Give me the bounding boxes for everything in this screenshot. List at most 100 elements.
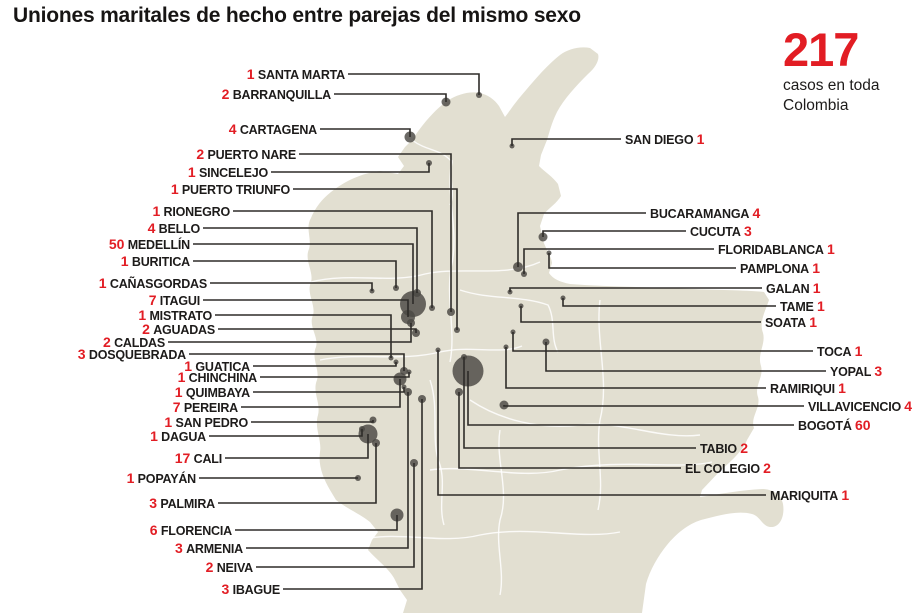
case-count: 1 [177,369,186,385]
city-label: 7 PEREIRA [173,399,238,415]
leader-line [253,362,397,367]
city-label: BOGOTÁ 60 [798,417,871,433]
leader-line [253,387,405,393]
leader-line [512,332,813,352]
city-label: 17 CALI [175,450,222,466]
leader-line [260,372,410,378]
leader-line [520,306,761,323]
city-name: FLORENCIA [160,524,232,538]
city-name: CUCUTA [690,225,741,239]
leader-line [189,353,405,371]
case-count: 3 [743,223,752,239]
leader-line [246,392,409,549]
city-label: 1 QUIMBAYA [175,384,250,400]
case-count: 3 [221,581,230,597]
city-name: RIONEGRO [163,205,231,219]
city-label: 1 BURITICA [121,253,190,269]
case-count: 2 [221,86,230,102]
page-title: Uniones maritales de hecho entre parejas… [13,4,581,27]
total-cases-caption: casos en toda Colombia [783,77,880,115]
city-label: SAN DIEGO 1 [625,131,704,147]
leader-line [193,260,397,288]
case-count: 3 [77,346,86,362]
city-name: CALDAS [114,336,165,350]
case-count: 1 [174,384,183,400]
case-count: 17 [174,450,191,466]
city-label: GALAN 1 [766,280,821,296]
city-label: 3 DOSQUEBRADA [78,346,186,362]
case-count: 1 [841,487,850,503]
leader-line [203,299,409,317]
leader-line [542,230,686,237]
city-label: TOCA 1 [817,343,862,359]
city-label: 1 MISTRATO [138,307,212,323]
case-count: 3 [874,363,883,379]
city-name: GUATICA [195,360,250,374]
city-name: POPAYÁN [137,472,197,486]
case-count: 2 [763,460,771,476]
city-label: VILLAVICENCIO 4 [808,398,912,414]
city-label: 1 DAGUA [150,428,206,444]
leader-line [209,429,363,437]
leader-line [233,210,433,308]
city-name: SINCELEJO [198,166,268,180]
city-name: BURITICA [131,255,190,269]
city-name: BUCARAMANGA [650,207,750,221]
case-count: 1 [809,314,817,330]
leader-line [348,73,480,95]
city-label: 2 PUERTO NARE [196,146,296,162]
case-count: 1 [126,470,135,486]
city-label: 2 NEIVA [205,559,254,575]
city-name: BELLO [158,222,201,236]
city-label: 4 BELLO [148,220,201,236]
leader-line [523,248,714,274]
city-name: SAN PEDRO [175,416,248,430]
case-count: 1 [838,380,846,396]
leader-line [562,298,776,307]
city-label: YOPAL 3 [830,363,882,379]
case-count: 1 [150,428,158,444]
leader-line [511,138,621,146]
leader-line [283,399,423,590]
city-name: CAÑASGORDAS [109,277,207,291]
case-count: 1 [854,343,863,359]
city-name: FLORIDABLANCA [718,243,824,257]
case-count: 1 [164,414,173,430]
case-count: 1 [138,307,147,323]
city-label: TAME 1 [780,298,825,314]
city-label: 6 FLORENCIA [150,522,232,538]
case-count: 2 [205,559,214,575]
colombia-silhouette [307,47,784,613]
city-label: 3 ARMENIA [175,540,243,556]
case-count: 4 [904,398,913,414]
city-name: TABIO [700,442,737,456]
case-count: 1 [120,253,129,269]
city-name: SANTA MARTA [257,68,345,82]
city-label: 1 SANTA MARTA [247,66,345,82]
city-label: SOATA 1 [765,314,817,330]
city-name: VILLAVICENCIO [808,400,902,414]
leader-line [334,93,447,102]
case-count: 1 [827,241,835,257]
leader-line [256,463,415,568]
city-label: EL COLEGIO 2 [685,460,771,476]
city-name: PUERTO NARE [207,148,296,162]
leader-line [241,379,401,408]
city-name: ITAGUI [159,294,200,308]
leader-line [225,434,369,459]
total-cases-value: 217 [783,23,859,76]
leader-line [548,253,736,269]
leader-line [320,128,411,137]
city-name: EL COLEGIO [685,462,760,476]
city-name: MEDELLÍN [127,238,190,252]
city-name: YOPAL [830,365,872,379]
case-count: 1 [170,181,179,197]
case-count: 2 [142,321,150,337]
leader-line [215,314,392,358]
case-count: 1 [812,280,821,296]
leader-line [251,420,374,423]
case-count: 1 [98,275,107,291]
leader-line [509,287,762,292]
